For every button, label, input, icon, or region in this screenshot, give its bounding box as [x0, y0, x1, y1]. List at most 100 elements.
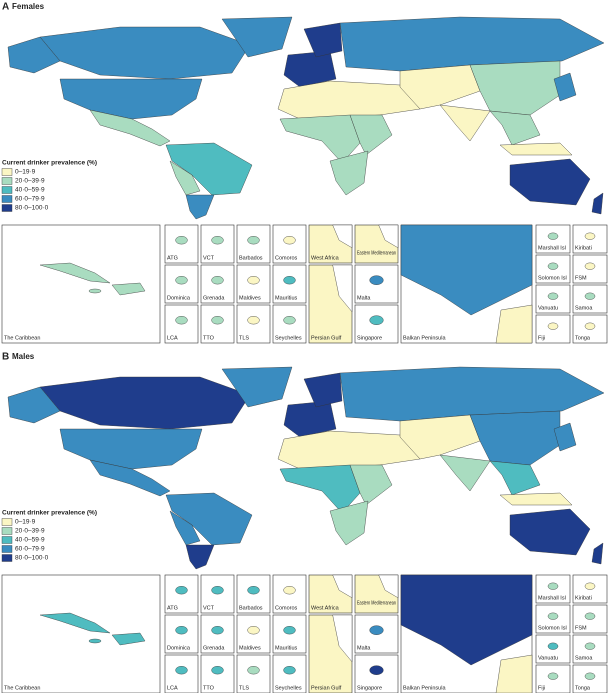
- inset-label: West Africa: [311, 255, 340, 261]
- island: [88, 638, 102, 644]
- legend-swatch: [1, 518, 13, 526]
- island: [547, 262, 559, 270]
- country-region: [185, 194, 215, 220]
- island: [211, 586, 224, 595]
- island: [283, 666, 296, 675]
- insets: The Caribbean ATG VCT Barbados Comoros Domini…: [1, 574, 608, 693]
- island: [584, 232, 596, 240]
- island: [211, 626, 224, 635]
- inset-label: LCA: [167, 335, 178, 341]
- island: [211, 666, 224, 675]
- inset-label: TTO: [203, 335, 215, 341]
- inset-label: VCT: [203, 605, 215, 611]
- legend-swatch: [1, 527, 13, 535]
- inset-label: The Caribbean: [4, 335, 40, 341]
- country-region: [499, 142, 573, 156]
- panel-label: B: [2, 352, 9, 363]
- country-region: [509, 158, 591, 206]
- country-region: [349, 464, 393, 506]
- island: [547, 582, 559, 590]
- legend-label: 40·0–59·9: [15, 537, 45, 544]
- island: [111, 282, 146, 296]
- coast: [332, 574, 353, 599]
- panel: B Males Current drinker prevalence (%) 0–19…: [1, 352, 608, 693]
- inset-label: FSM: [575, 275, 587, 281]
- inset-label: Tonga: [575, 335, 591, 341]
- inset-label: Tonga: [575, 685, 591, 691]
- inset-label: Vanuatu: [538, 305, 558, 311]
- insets: The Caribbean ATG VCT Barbados Comoros Domini…: [1, 224, 608, 344]
- island: [283, 236, 296, 245]
- inset-label: VCT: [203, 255, 215, 261]
- country-region: [169, 160, 201, 196]
- country-region: [591, 192, 604, 215]
- inset-label: ATG: [167, 255, 178, 261]
- country-region: [339, 16, 605, 72]
- island: [211, 316, 224, 325]
- island: [247, 666, 260, 675]
- legend-swatch: [1, 545, 13, 553]
- country-region: [329, 500, 369, 546]
- panel-title: Females: [12, 2, 45, 11]
- inset-label: Solomon Isl: [538, 625, 567, 631]
- country-region: [279, 114, 361, 164]
- inset-label: Grenada: [203, 645, 225, 651]
- legend-title: Current drinker prevalence (%): [2, 160, 97, 167]
- legend-label: 0–19·9: [15, 169, 36, 176]
- country-region: [39, 376, 251, 430]
- legend-label: 80·0–100·0: [15, 205, 49, 212]
- inset-label: Balkan Peninsula: [403, 335, 446, 341]
- inset-label: TTO: [203, 685, 215, 691]
- legend-swatch: [1, 186, 13, 194]
- island: [247, 316, 260, 325]
- island: [175, 316, 188, 325]
- inset-label: Kiribati: [575, 245, 592, 251]
- country-region: [349, 114, 393, 156]
- island: [584, 672, 596, 680]
- panel-label: A: [2, 2, 9, 13]
- country-region: [165, 492, 253, 546]
- island: [547, 322, 559, 330]
- inset-label: Persian Gulf: [311, 335, 342, 341]
- island: [39, 612, 111, 634]
- island: [247, 586, 260, 595]
- country-region: [553, 422, 577, 452]
- island: [547, 672, 559, 680]
- legend-title: Current drinker prevalence (%): [2, 510, 97, 517]
- country-region: [59, 78, 203, 120]
- inset-label: Marshall Isl: [538, 245, 566, 251]
- inset-label: Mauritius: [275, 645, 298, 651]
- inset-label: TLS: [239, 335, 249, 341]
- legend-label: 40·0–59·9: [15, 187, 45, 194]
- legend-swatch: [1, 204, 13, 212]
- inset-label: ATG: [167, 605, 178, 611]
- country-region: [165, 142, 253, 196]
- inset-label: Samoa: [575, 655, 593, 661]
- coast: [378, 574, 399, 599]
- country-region: [221, 366, 293, 408]
- island: [283, 276, 296, 285]
- legend-label: 20·0–39·9: [15, 178, 45, 185]
- inset-label: Comoros: [275, 605, 298, 611]
- country-region: [7, 386, 61, 424]
- inset-label: Singapore: [357, 335, 382, 341]
- inset-label: Vanuatu: [538, 655, 558, 661]
- country-region: [89, 109, 171, 147]
- inset-label: LCA: [167, 685, 178, 691]
- legend-swatch: [1, 195, 13, 203]
- legend-swatch: [1, 177, 13, 185]
- island: [584, 322, 596, 330]
- island: [547, 292, 559, 300]
- inset-label: Seychelles: [275, 335, 302, 341]
- country-region: [509, 508, 591, 556]
- island: [584, 292, 596, 300]
- island: [584, 582, 596, 590]
- country-region: [277, 80, 421, 120]
- country-region: [279, 464, 361, 514]
- country-region: [39, 26, 251, 80]
- world-map: [7, 366, 605, 570]
- island: [283, 316, 296, 325]
- inset-label: Dominica: [167, 645, 191, 651]
- country-region: [469, 60, 561, 116]
